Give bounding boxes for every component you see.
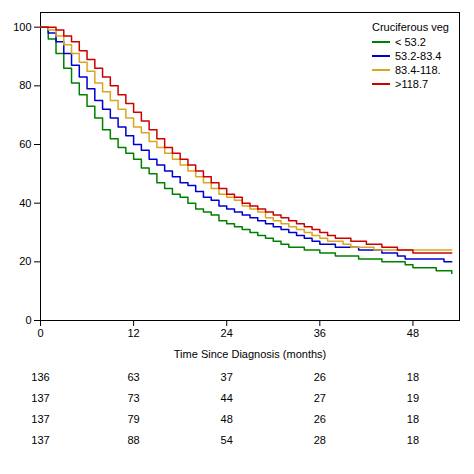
svg-text:137: 137: [31, 392, 49, 404]
svg-text:18: 18: [407, 371, 419, 383]
svg-text:27: 27: [314, 392, 326, 404]
html-text:83.4-118.: 83.4-118.: [395, 64, 441, 76]
svg-text:40: 40: [19, 197, 31, 209]
html-text:53.2-83.4: 53.2-83.4: [395, 50, 442, 62]
svg-text:Time Since Diagnosis (months): Time Since Diagnosis (months): [174, 348, 326, 360]
svg-text:0: 0: [25, 314, 31, 326]
svg-text:12: 12: [127, 327, 139, 339]
svg-text:18: 18: [407, 413, 419, 425]
svg-text:19: 19: [407, 392, 419, 404]
svg-text:137: 137: [31, 434, 49, 446]
svg-text:136: 136: [31, 371, 49, 383]
html-text:Cruciferous veg: Cruciferous veg: [372, 21, 449, 33]
svg-text:63: 63: [127, 371, 139, 383]
svg-text:36: 36: [314, 327, 326, 339]
svg-text:18: 18: [407, 434, 419, 446]
svg-text:44: 44: [221, 392, 233, 404]
html-text:< 53.2: < 53.2: [395, 36, 426, 48]
svg-text:0: 0: [37, 327, 43, 339]
svg-text:88: 88: [127, 434, 139, 446]
svg-text:100: 100: [13, 21, 31, 33]
svg-text:73: 73: [127, 392, 139, 404]
svg-text:54: 54: [221, 434, 233, 446]
svg-text:48: 48: [407, 327, 419, 339]
svg-text:48: 48: [221, 413, 233, 425]
svg-text:28: 28: [314, 434, 326, 446]
svg-text:60: 60: [19, 138, 31, 150]
html-text:>118.7: >118.7: [395, 78, 429, 90]
svg-text:26: 26: [314, 371, 326, 383]
svg-text:80: 80: [19, 79, 31, 91]
svg-text:137: 137: [31, 413, 49, 425]
svg-text:24: 24: [221, 327, 233, 339]
svg-text:37: 37: [221, 371, 233, 383]
svg-text:26: 26: [314, 413, 326, 425]
svg-text:20: 20: [19, 255, 31, 267]
svg-text:79: 79: [127, 413, 139, 425]
